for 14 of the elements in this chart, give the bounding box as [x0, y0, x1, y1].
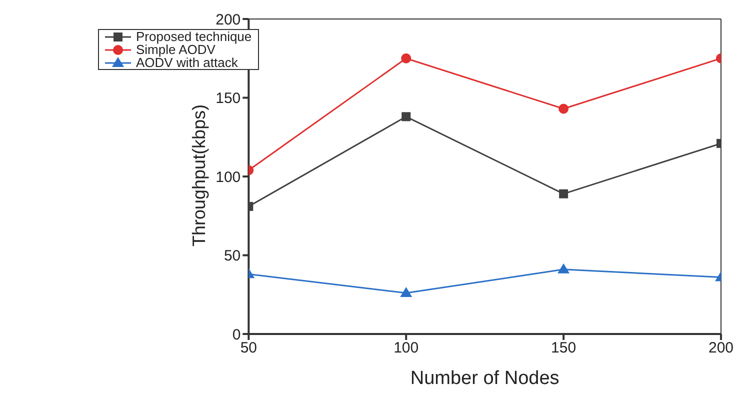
y-tick-label: 100: [216, 168, 241, 186]
x-tick-label: 100: [394, 340, 419, 357]
y-tick-label: 50: [224, 248, 241, 265]
legend-label: Proposed technique: [136, 29, 252, 44]
x-tick-label: 50: [240, 340, 257, 357]
y-axis-title: Throughput(kbps): [189, 104, 210, 246]
x-axis-title: Number of Nodes: [410, 368, 560, 389]
legend-label: Simple AODV: [136, 42, 216, 57]
y-tick-label: 150: [216, 90, 241, 108]
legend-label: AODV with attack: [136, 55, 238, 70]
y-tick-label: 0: [232, 326, 241, 344]
x-tick-label: 150: [551, 340, 576, 357]
x-tick-label: 200: [708, 340, 734, 357]
y-tick-label: 200: [216, 11, 241, 28]
